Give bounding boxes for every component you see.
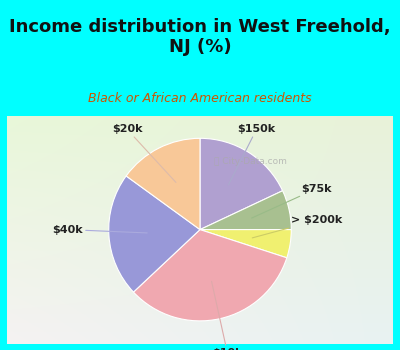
Wedge shape [200, 230, 291, 258]
Wedge shape [126, 138, 200, 230]
Wedge shape [134, 230, 287, 321]
Text: > $200k: > $200k [252, 216, 342, 238]
Text: Income distribution in West Freehold,
NJ (%): Income distribution in West Freehold, NJ… [9, 18, 391, 56]
Text: ⓘ City-Data.com: ⓘ City-Data.com [214, 157, 287, 166]
Text: $10k: $10k [212, 281, 243, 350]
Wedge shape [109, 176, 200, 292]
Text: Black or African American residents: Black or African American residents [88, 92, 312, 105]
Text: $20k: $20k [112, 124, 176, 182]
Wedge shape [200, 138, 282, 230]
Text: $150k: $150k [228, 124, 276, 185]
Text: $40k: $40k [52, 225, 147, 235]
Wedge shape [200, 191, 291, 230]
Text: $75k: $75k [252, 183, 332, 218]
